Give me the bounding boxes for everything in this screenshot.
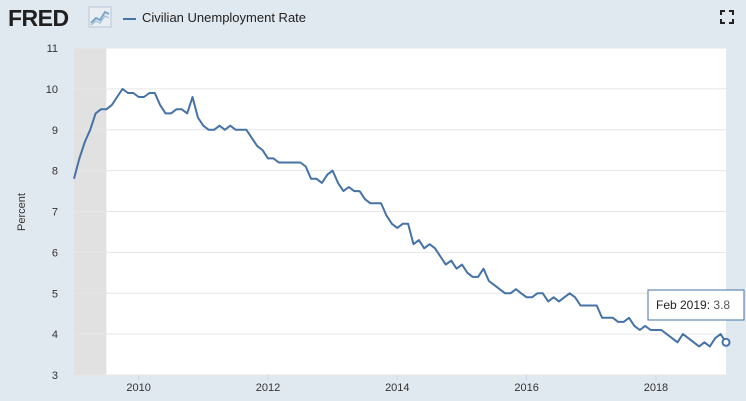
- y-axis-ticks: 3 4 5 6 7 8 9 10 11: [46, 43, 58, 382]
- legend-series-label[interactable]: Civilian Unemployment Rate: [142, 10, 307, 25]
- grid-lines: [74, 47, 726, 376]
- tooltip: Feb 2019: 3.8: [647, 289, 745, 321]
- fred-graph-icon: [88, 6, 112, 28]
- tooltip-separator: :: [707, 298, 714, 312]
- y-tick-label: 9: [52, 125, 58, 137]
- y-tick-label: 4: [52, 329, 58, 341]
- x-tick-label: 2018: [644, 382, 668, 394]
- chart-header: FRED Civilian Unemployment Rate: [0, 0, 746, 40]
- x-tick-label: 2012: [256, 382, 280, 394]
- y-tick-label: 10: [46, 84, 58, 96]
- tooltip-value: 3.8: [713, 298, 730, 312]
- series-line-unemployment[interactable]: [73, 87, 727, 348]
- y-tick-label: 3: [52, 370, 58, 382]
- x-axis-ticks: 2010 2012 2014 2016 2018: [126, 375, 668, 394]
- x-tick-label: 2014: [385, 382, 409, 394]
- tooltip-label: Feb 2019: [656, 298, 707, 312]
- y-tick-label: 8: [52, 166, 58, 178]
- y-tick-label: 5: [52, 288, 58, 300]
- svg-text:Feb 2019: 3.8: Feb 2019: 3.8: [656, 298, 730, 312]
- y-tick-label: 6: [52, 247, 58, 259]
- x-tick-label: 2016: [514, 382, 538, 394]
- hover-marker: [721, 337, 731, 347]
- tooltip-box: [647, 289, 745, 321]
- y-tick-label: 11: [47, 43, 58, 55]
- legend-series-line: [123, 18, 136, 20]
- y-tick-label: 7: [52, 207, 58, 219]
- y-axis-label: Percent: [16, 193, 28, 231]
- fred-logo[interactable]: FRED: [8, 5, 69, 31]
- fullscreen-icon[interactable]: [720, 10, 734, 24]
- x-tick-label: 2010: [126, 382, 150, 394]
